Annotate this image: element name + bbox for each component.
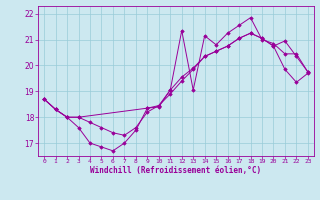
X-axis label: Windchill (Refroidissement éolien,°C): Windchill (Refroidissement éolien,°C)	[91, 166, 261, 175]
